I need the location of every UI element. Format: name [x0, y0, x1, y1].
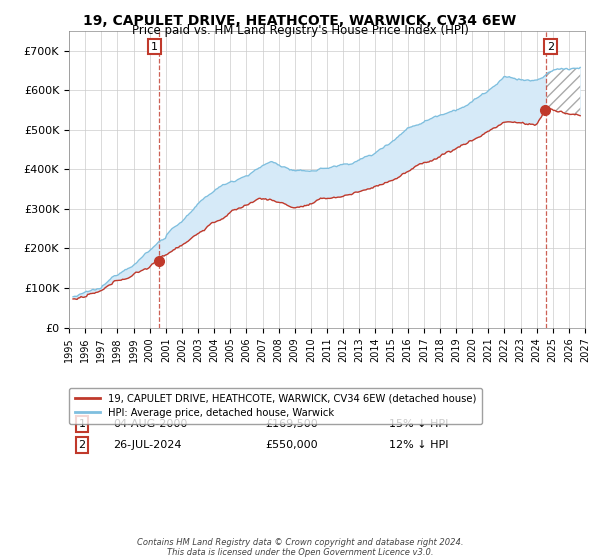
Text: 04-AUG-2000: 04-AUG-2000 — [113, 419, 187, 429]
Text: 26-JUL-2024: 26-JUL-2024 — [113, 440, 181, 450]
Text: 2: 2 — [547, 41, 554, 52]
Text: £169,500: £169,500 — [265, 419, 318, 429]
Text: 15% ↓ HPI: 15% ↓ HPI — [389, 419, 448, 429]
Text: 2: 2 — [79, 440, 85, 450]
Legend: 19, CAPULET DRIVE, HEATHCOTE, WARWICK, CV34 6EW (detached house), HPI: Average p: 19, CAPULET DRIVE, HEATHCOTE, WARWICK, C… — [69, 388, 482, 423]
Text: Contains HM Land Registry data © Crown copyright and database right 2024.
This d: Contains HM Land Registry data © Crown c… — [137, 538, 463, 557]
Text: 19, CAPULET DRIVE, HEATHCOTE, WARWICK, CV34 6EW: 19, CAPULET DRIVE, HEATHCOTE, WARWICK, C… — [83, 14, 517, 28]
Text: 1: 1 — [79, 419, 85, 429]
Text: Price paid vs. HM Land Registry's House Price Index (HPI): Price paid vs. HM Land Registry's House … — [131, 24, 469, 37]
Text: 1: 1 — [151, 41, 158, 52]
Text: 12% ↓ HPI: 12% ↓ HPI — [389, 440, 448, 450]
Text: £550,000: £550,000 — [265, 440, 318, 450]
